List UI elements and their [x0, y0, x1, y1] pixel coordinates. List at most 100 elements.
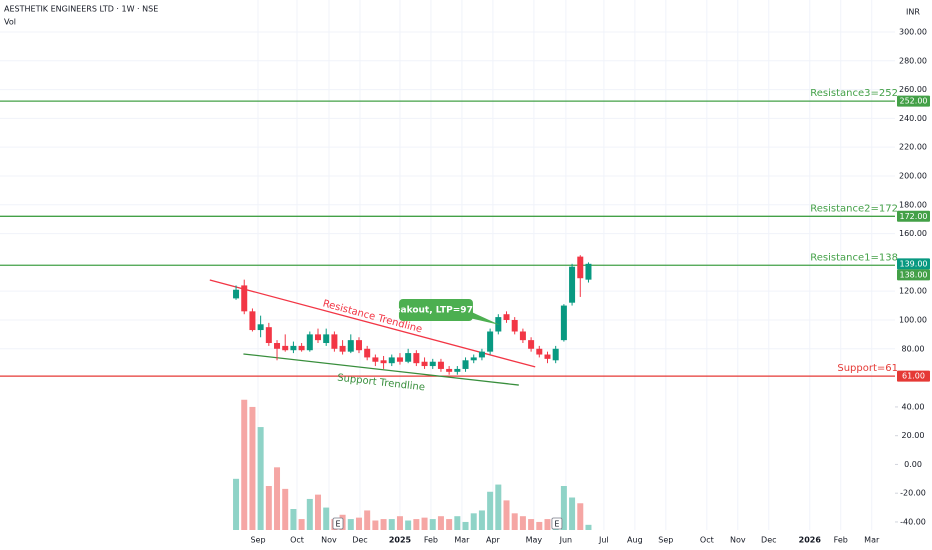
- volume-bar: [569, 497, 576, 530]
- volume-tick-label: -20.00: [900, 489, 926, 498]
- candle-body: [577, 256, 584, 279]
- price-tag-label: 252.00: [900, 97, 928, 106]
- trendline: [243, 353, 519, 386]
- x-tick-label: Dec: [761, 536, 776, 545]
- candle-body: [306, 334, 313, 351]
- candle-body: [544, 354, 551, 359]
- volume-bar: [290, 509, 297, 530]
- y-tick-label: 200.00: [899, 171, 927, 180]
- y-tick-label: 300.00: [899, 27, 927, 36]
- level-name: Resistance1=138: [810, 252, 898, 263]
- volume-bar: [470, 513, 477, 530]
- candle-body: [282, 345, 289, 351]
- x-tick-label: Mar: [864, 536, 880, 545]
- candle-body: [519, 331, 526, 341]
- volume-bar: [405, 520, 412, 530]
- volume-bar: [241, 399, 248, 530]
- x-tick-label: Oct: [290, 536, 304, 545]
- candle-body: [290, 345, 297, 351]
- volume-label: Vol: [4, 18, 16, 27]
- callout-pointer: [464, 309, 500, 326]
- volume-bar: [323, 507, 330, 530]
- volume-bar: [495, 484, 502, 530]
- event-badge: [551, 517, 563, 530]
- volume-bar: [446, 519, 453, 530]
- candle-body: [421, 361, 428, 367]
- candle-body: [364, 348, 371, 358]
- volume-tick-label: 20.00: [902, 431, 925, 440]
- candle-body: [372, 357, 379, 362]
- volume-bar: [437, 516, 444, 530]
- volume-bar: [298, 519, 305, 530]
- x-tick-label: Apr: [486, 536, 501, 545]
- volume-bar: [413, 519, 420, 530]
- x-tick-label: Aug: [627, 536, 643, 545]
- volume-bar: [257, 427, 264, 530]
- candle-body: [241, 285, 248, 312]
- y-tick-label: 80.00: [902, 344, 925, 353]
- event-badge: [332, 517, 344, 530]
- volume-bar: [528, 519, 535, 530]
- candle-body: [552, 348, 559, 361]
- candle-body: [380, 360, 387, 364]
- y-tick-label: 120.00: [899, 287, 927, 296]
- candle-body: [265, 327, 272, 344]
- volume-bar: [560, 486, 567, 530]
- volume-bar: [577, 503, 584, 530]
- volume-bar: [355, 517, 362, 530]
- x-tick-label: Jun: [559, 536, 573, 545]
- x-tick-label: 2025: [389, 536, 412, 545]
- price-tag: [897, 370, 930, 382]
- volume-bar: [421, 517, 428, 530]
- price-tag: [897, 258, 930, 270]
- x-tick-label: Sep: [250, 536, 265, 545]
- candle-body: [396, 357, 403, 362]
- volume-bar: [396, 516, 403, 530]
- chart-title: AESTHETIK ENGINEERS LTD · 1W · NSE: [4, 5, 158, 14]
- candle-body: [503, 314, 510, 320]
- x-tick-label: 2026: [799, 536, 822, 545]
- candle-body: [347, 340, 354, 352]
- volume-bar: [364, 510, 371, 530]
- candle-body: [388, 357, 395, 364]
- candle-body: [249, 311, 256, 331]
- volume-bar: [306, 498, 313, 530]
- price-tag-label: 139.00: [900, 259, 928, 268]
- volume-tick-label: -40.00: [900, 517, 926, 526]
- candle-body: [339, 345, 346, 352]
- currency: INR: [906, 8, 920, 17]
- x-tick-label: May: [526, 536, 543, 545]
- candle-body: [331, 334, 338, 349]
- price-tag: [897, 95, 930, 107]
- y-tick-label: 240.00: [899, 114, 927, 123]
- candle-body: [429, 361, 436, 367]
- volume-bar: [536, 521, 543, 530]
- x-tick-label: Nov: [321, 536, 337, 545]
- candle-body: [413, 353, 420, 364]
- candle-body: [274, 343, 281, 349]
- volume-bar: [544, 519, 551, 530]
- y-tick-label: 100.00: [899, 315, 927, 324]
- volume-bar: [503, 500, 510, 530]
- x-tick-label: Nov: [730, 536, 746, 545]
- candle-body: [462, 360, 469, 369]
- level-name: Resistance2=172: [810, 203, 898, 214]
- x-tick-label: Mar: [454, 536, 470, 545]
- callout-box: [398, 299, 473, 322]
- volume-bar: [265, 486, 272, 530]
- y-tick-label: 160.00: [899, 229, 927, 238]
- callout-text: Breakout, LTP=97.25: [383, 306, 489, 316]
- volume-bar: [388, 519, 395, 530]
- candle-body: [560, 305, 567, 341]
- candle-body: [511, 319, 518, 332]
- volume-bar: [585, 524, 592, 530]
- candle-body: [528, 340, 535, 349]
- y-tick-label: 260.00: [899, 85, 927, 94]
- volume-bar: [282, 488, 289, 530]
- candle-body: [478, 351, 485, 358]
- volume-bar: [233, 478, 240, 530]
- x-tick-label: Oct: [700, 536, 714, 545]
- event-label: E: [335, 520, 340, 529]
